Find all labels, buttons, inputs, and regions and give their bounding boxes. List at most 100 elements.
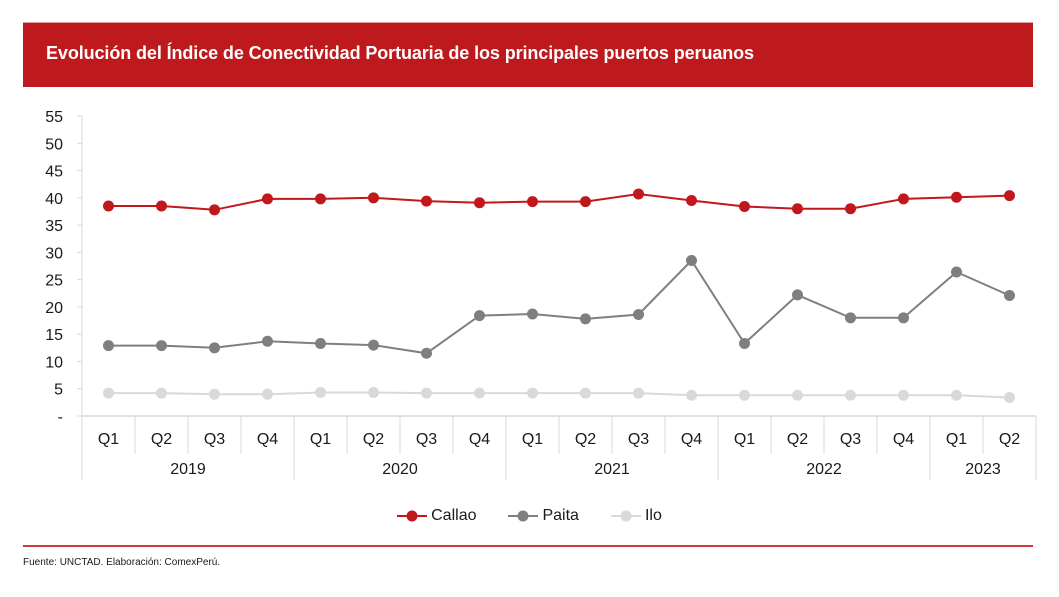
y-tick-label: 20: [45, 300, 63, 317]
data-point-ilo: [898, 389, 909, 401]
data-point-paita: [1004, 289, 1015, 301]
data-point-callao: [474, 197, 485, 209]
data-point-ilo: [474, 387, 485, 399]
data-point-ilo: [156, 387, 167, 399]
data-point-paita: [156, 340, 167, 352]
x-tick-label: Q1: [98, 431, 119, 448]
data-point-ilo: [421, 387, 432, 399]
data-point-ilo: [1004, 391, 1015, 403]
x-tick-label: Q1: [522, 431, 543, 448]
data-point-ilo: [209, 388, 220, 400]
data-point-paita: [474, 310, 485, 322]
data-point-paita: [315, 337, 326, 349]
data-point-paita: [951, 266, 962, 278]
source-note: Fuente: UNCTAD. Elaboración: ComexPerú.: [23, 557, 221, 568]
data-point-callao: [421, 195, 432, 207]
x-tick-label: Q4: [257, 431, 278, 448]
data-point-ilo: [633, 387, 644, 399]
footer-divider: [23, 545, 1033, 547]
data-point-callao: [103, 200, 114, 212]
data-point-callao: [845, 203, 856, 215]
data-point-ilo: [527, 387, 538, 399]
data-point-ilo: [262, 388, 273, 400]
x-tick-label: Q3: [628, 431, 649, 448]
data-point-ilo: [739, 389, 750, 401]
data-point-ilo: [792, 389, 803, 401]
data-point-ilo: [845, 389, 856, 401]
x-tick-label: Q4: [681, 431, 702, 448]
data-point-callao: [580, 196, 591, 208]
x-tick-label: Q3: [840, 431, 861, 448]
data-point-paita: [845, 312, 856, 324]
x-tick-label: Q2: [151, 431, 172, 448]
x-tick-label: Q2: [575, 431, 596, 448]
x-group-label: 2021: [594, 461, 630, 478]
y-tick-label: 55: [45, 109, 63, 126]
x-tick-label: Q2: [363, 431, 384, 448]
x-group-label: 2020: [382, 461, 418, 478]
legend-marker-icon: [508, 510, 539, 522]
data-point-paita: [103, 340, 114, 352]
data-point-paita: [898, 312, 909, 324]
data-point-paita: [686, 255, 697, 267]
x-tick-label: Q3: [416, 431, 437, 448]
x-tick-label: Q4: [469, 431, 490, 448]
data-point-paita: [209, 342, 220, 354]
x-group-label: 2022: [806, 461, 842, 478]
y-tick-label: 5: [54, 382, 63, 399]
data-point-callao: [686, 195, 697, 207]
legend-marker-icon: [610, 510, 641, 522]
series-line-paita: [108, 258, 1010, 355]
x-tick-label: Q2: [999, 431, 1020, 448]
x-tick-label: Q1: [946, 431, 967, 448]
legend-label: Paita: [542, 507, 579, 524]
data-point-paita: [368, 339, 379, 351]
data-point-paita: [633, 309, 644, 321]
chart-title: Evolución del Índice de Conectividad Por…: [46, 43, 754, 63]
data-point-ilo: [103, 387, 114, 399]
data-point-paita: [527, 308, 538, 320]
data-point-callao: [527, 196, 538, 208]
y-tick-label: 25: [45, 273, 63, 290]
data-point-ilo: [951, 389, 962, 401]
legend-item-callao: Callao: [397, 507, 476, 525]
data-point-ilo: [315, 387, 326, 399]
data-point-callao: [1004, 190, 1015, 202]
data-point-paita: [262, 335, 273, 347]
legend: Callao Paita Ilo: [0, 507, 1059, 525]
x-tick-label: Q2: [787, 431, 808, 448]
y-tick-label: 40: [45, 191, 63, 208]
series-line-ilo: [108, 391, 1010, 399]
x-group-label: 2019: [170, 461, 206, 478]
x-group-label: 2023: [965, 461, 1001, 478]
data-point-callao: [739, 201, 750, 213]
y-tick-label: 35: [45, 218, 63, 235]
data-point-ilo: [580, 387, 591, 399]
y-tick-label: 15: [45, 327, 63, 344]
legend-item-ilo: Ilo: [610, 507, 662, 525]
legend-label: Callao: [431, 507, 477, 524]
data-point-callao: [262, 193, 273, 205]
data-point-callao: [315, 193, 326, 205]
x-tick-label: Q1: [310, 431, 331, 448]
x-tick-label: Q1: [734, 431, 755, 448]
data-point-ilo: [368, 387, 379, 399]
legend-marker-icon: [397, 510, 428, 522]
data-point-paita: [580, 313, 591, 325]
data-point-callao: [633, 188, 644, 200]
y-tick-label: -: [58, 409, 63, 426]
legend-label: Ilo: [644, 507, 662, 524]
y-tick-label: 30: [45, 245, 63, 262]
data-point-callao: [209, 204, 220, 216]
data-point-callao: [951, 191, 962, 203]
x-tick-label: Q3: [204, 431, 225, 448]
data-point-callao: [792, 203, 803, 215]
data-point-callao: [156, 200, 167, 212]
x-tick-label: Q4: [893, 431, 914, 448]
line-chart: - 5 10 15 20 25 30 35 40 45 50 55 Q1 Q2 Q3 Q4 Q1 Q2 Q3 Q4 Q1…: [45, 109, 1037, 480]
legend-item-paita: Paita: [508, 507, 579, 525]
y-tick-label: 10: [45, 354, 63, 371]
data-point-callao: [898, 193, 909, 205]
series-line-callao: [108, 192, 1010, 211]
data-point-ilo: [686, 389, 697, 401]
